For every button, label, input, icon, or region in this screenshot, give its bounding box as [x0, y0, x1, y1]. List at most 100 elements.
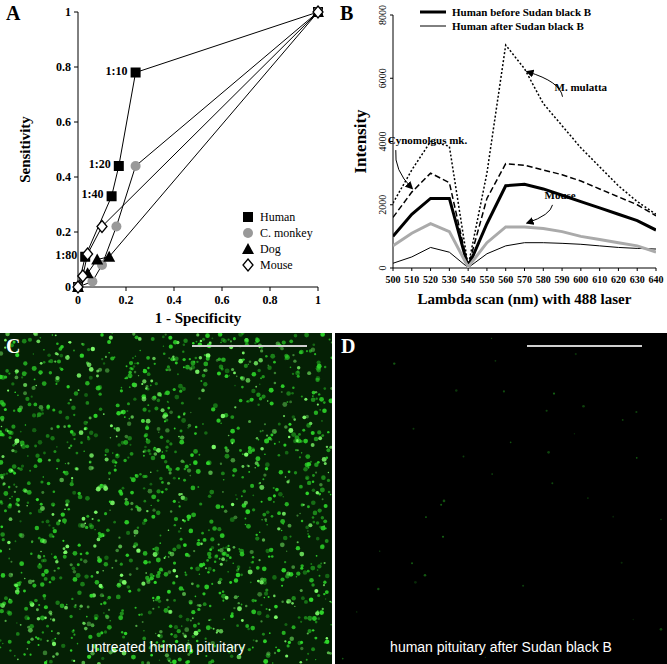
speckle: [248, 449, 253, 454]
speckle: [190, 412, 191, 413]
speckle: [314, 353, 316, 355]
speckle: [42, 594, 46, 598]
speckle: [167, 590, 171, 594]
speckle: [67, 441, 69, 443]
speckle: [277, 527, 280, 530]
speckle: [174, 451, 177, 454]
speckle: [183, 412, 185, 414]
speckle: [157, 499, 160, 502]
y-tick-label: 0.6: [56, 115, 71, 129]
speckle: [178, 502, 179, 503]
speckle: [286, 599, 291, 604]
speckle: [46, 625, 49, 628]
speckle: [71, 477, 73, 479]
speckle: [142, 397, 147, 402]
speckle: [325, 590, 329, 594]
annotation-arrow: [396, 150, 412, 188]
speckle: [38, 440, 43, 445]
speckle: [84, 393, 88, 397]
fluorescence: [0, 333, 332, 664]
speckle: [22, 371, 27, 376]
speckle: [117, 443, 121, 447]
speckle: [40, 582, 44, 586]
speckle: [222, 590, 224, 592]
speckle: [377, 588, 379, 590]
speckle: [56, 559, 57, 560]
speckle: [216, 359, 219, 362]
speckle: [168, 336, 172, 340]
speckle: [258, 358, 263, 363]
speckle: [66, 604, 68, 606]
speckle: [491, 473, 493, 475]
speckle: [660, 628, 663, 631]
speckle: [182, 461, 185, 464]
speckle: [20, 431, 22, 433]
speckle: [205, 655, 207, 657]
speckle: [142, 408, 146, 412]
speckle: [27, 640, 30, 643]
speckle: [5, 369, 9, 373]
speckle: [312, 391, 316, 395]
speckle: [213, 569, 216, 572]
speckle: [217, 527, 221, 531]
speckle: [137, 588, 141, 592]
speckle: [227, 548, 231, 552]
speckle: [323, 519, 327, 523]
y-tick-label: 4000: [377, 132, 388, 152]
speckle: [194, 432, 197, 435]
speckle: [240, 376, 245, 381]
image-panel: Cuntreated human pituitary: [0, 332, 333, 664]
speckle: [260, 349, 263, 352]
speckle: [11, 425, 15, 429]
speckle: [442, 536, 444, 538]
speckle: [118, 537, 120, 539]
speckle: [286, 551, 287, 552]
speckle: [320, 487, 325, 492]
speckle: [133, 397, 136, 400]
speckle: [40, 551, 41, 552]
speckle: [297, 541, 299, 543]
speckle: [11, 382, 14, 385]
speckle: [86, 616, 88, 618]
legend-label: Human after Sudan black B: [452, 20, 584, 32]
speckle: [238, 602, 240, 604]
point-label: 1:20: [89, 157, 111, 171]
speckle: [85, 526, 88, 529]
speckle: [172, 569, 176, 573]
speckle: [270, 354, 275, 359]
speckle: [85, 381, 90, 386]
speckle: [219, 558, 221, 560]
speckle: [304, 398, 307, 401]
speckle: [131, 508, 133, 510]
speckle: [262, 375, 265, 378]
speckle: [246, 378, 251, 383]
speckle: [310, 563, 312, 565]
speckle: [198, 454, 200, 456]
speckle: [37, 458, 42, 463]
speckle: [144, 446, 147, 449]
speckle: [325, 639, 329, 643]
speckle: [274, 615, 278, 619]
speckle: [129, 376, 131, 378]
speckle: [100, 631, 103, 634]
speckle: [193, 550, 195, 552]
speckle: [81, 343, 83, 345]
speckle: [256, 393, 260, 397]
speckle: [73, 634, 75, 636]
speckle: [298, 433, 301, 436]
legend-marker: [242, 243, 254, 254]
panel-label: B: [340, 2, 353, 24]
speckle: [317, 360, 321, 364]
speckle: [22, 339, 27, 344]
speckle: [323, 387, 326, 390]
speckle: [227, 338, 229, 340]
speckle: [168, 556, 170, 558]
speckle: [224, 509, 228, 513]
speckle: [75, 467, 78, 470]
speckle: [273, 487, 275, 489]
legend-marker: [243, 259, 253, 271]
speckle: [114, 427, 116, 429]
speckle: [111, 333, 112, 334]
caption: untreated human pituitary: [87, 639, 246, 655]
speckle: [129, 558, 133, 562]
